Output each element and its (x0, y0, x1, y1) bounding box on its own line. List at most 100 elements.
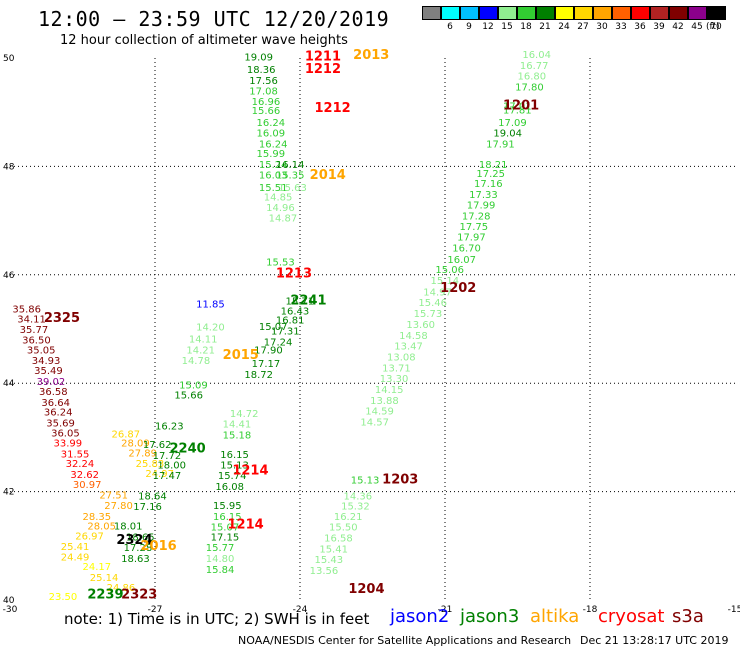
wave-height-value: 14.80 (206, 554, 235, 565)
wave-height-value: 18.21 (479, 160, 508, 171)
wave-height-value: 14.78 (182, 356, 211, 367)
scale-swatch (688, 6, 707, 20)
pass-time-label: 1203 (382, 472, 418, 487)
wave-height-value: 15.13 (351, 475, 380, 486)
wave-height-value: 16.03 (259, 170, 288, 181)
scale-swatch (707, 6, 726, 20)
jason3-track-main: 19.0918.3617.5617.0816.9615.6616.2416.09… (206, 53, 314, 576)
wave-height-value: 16.23 (155, 421, 184, 432)
wave-height-value: 28.09 (121, 439, 150, 450)
scale-label: 36 (634, 22, 646, 32)
wave-height-value: 32.62 (70, 470, 99, 481)
wave-height-value: 17.56 (249, 76, 278, 87)
wave-height-value: 36.50 (22, 336, 51, 347)
wave-height-value: 35.05 (27, 345, 56, 356)
pass-time-label: 2324 (116, 533, 152, 548)
wave-height-value: 30.97 (73, 480, 102, 491)
cryosat-track: 35.8634.1135.7736.5035.0534.9335.4939.02… (12, 305, 132, 512)
pass-time-label: 2241 (290, 294, 326, 309)
wave-height-value: 25.41 (61, 542, 90, 553)
pass-time-label: 1212 (305, 62, 341, 77)
wave-height-value: 35.49 (34, 366, 63, 377)
wave-height-value: 17.62 (143, 440, 172, 451)
wave-height-value: 17.80 (515, 83, 544, 94)
wave-height-value: 15.09 (179, 381, 208, 392)
wave-height-value: 34.11 (17, 314, 46, 325)
wave-height-value: 16.77 (520, 61, 549, 72)
pass-time-label: 1202 (440, 281, 476, 296)
scale-swatch (650, 6, 669, 20)
scale-label: 30 (596, 22, 608, 32)
wave-height-value: 28.35 (83, 512, 112, 523)
scale-swatch (631, 6, 650, 20)
wave-height-value: 14.36 (344, 492, 373, 503)
wave-height-value: 18.00 (157, 460, 186, 471)
wave-height-value: 18.64 (138, 492, 167, 503)
wave-height-value: 16.24 (259, 139, 288, 150)
wave-height-value: 16.70 (452, 243, 481, 254)
generated-timestamp: Dec 21 13:28:17 UTC 2019 (580, 634, 729, 647)
wave-height-value: 25.83 (136, 459, 165, 470)
wave-height-value: 14.97 (423, 287, 452, 298)
lat-tick-label: 48 (3, 162, 15, 172)
wave-height-value: 36.58 (39, 387, 68, 398)
lon-tick-label: -27 (148, 605, 163, 615)
wave-height-value: 15.07 (211, 523, 240, 534)
wave-height-value: 16.81 (276, 316, 305, 327)
pass-time-label: 2015 (223, 348, 259, 363)
wave-height-value: 36.24 (44, 408, 73, 419)
scale-label: 33 (615, 22, 627, 32)
scale-label: 12 (482, 22, 494, 32)
wave-height-value: 23.50 (49, 592, 78, 603)
wave-height-value: 16.21 (334, 512, 363, 523)
lat-tick-label: 42 (3, 488, 14, 498)
pass-time-label: 1211 (305, 50, 341, 65)
scale-units-label: (ft) (706, 22, 720, 32)
wave-height-value: 15.84 (206, 565, 235, 576)
scale-swatch (422, 6, 441, 20)
wave-height-value: 39.02 (37, 377, 66, 388)
scale-label: 24 (558, 22, 570, 32)
wave-height-value: 14.58 (399, 331, 428, 342)
altika-track-lower: 28.3528.0526.9725.4124.4924.1725.1424.86… (49, 429, 174, 603)
wave-height-value: 17.25 (476, 169, 505, 180)
wave-height-value: 17.15 (211, 532, 240, 543)
wave-height-value: 16.43 (281, 306, 310, 317)
satellite-jason3-label: jason3 (460, 606, 520, 627)
wave-height-value: 18.01 (114, 522, 143, 533)
wave-height-value: 17.01 (503, 101, 532, 112)
wave-height-value: 14.15 (375, 385, 404, 396)
wave-height-value: 15.35 (276, 170, 305, 181)
wave-height-value: 14.11 (189, 335, 218, 346)
wave-height-value: 18.36 (247, 65, 276, 76)
wave-height-value: 15.53 (266, 258, 295, 269)
wave-height-value: 31.55 (61, 449, 90, 460)
scale-label: 9 (466, 22, 472, 32)
wave-height-value: 13.08 (387, 352, 416, 363)
wave-height-value: 15.18 (223, 430, 252, 441)
scale-label: 18 (520, 22, 532, 32)
wave-height-value: 17.16 (133, 502, 162, 513)
wave-height-value: 14.20 (196, 323, 225, 334)
pass-time-label: 2013 (353, 48, 389, 63)
wave-height-value: 16.15 (213, 512, 242, 523)
wave-height-value: 15.14 (431, 276, 460, 287)
wave-height-value: 15.77 (206, 543, 235, 554)
wave-height-value: 32.24 (66, 459, 95, 470)
scale-swatch (441, 6, 460, 20)
satellite-jason2-label: jason2 (390, 606, 450, 627)
wave-height-value: 35.86 (12, 305, 41, 316)
wave-height-value: 15.50 (329, 523, 358, 534)
wave-height-value: 16.24 (257, 118, 286, 129)
wave-height-value: 17.31 (271, 326, 300, 337)
scale-label: 6 (447, 22, 453, 32)
scale-swatch (479, 6, 498, 20)
wave-height-value: 18.72 (244, 370, 273, 381)
wave-height-value: 14.96 (266, 203, 295, 214)
wave-height-value: 34.93 (32, 356, 61, 367)
wave-height-value: 27.51 (99, 491, 128, 502)
wave-height-value: 15.73 (414, 309, 443, 320)
